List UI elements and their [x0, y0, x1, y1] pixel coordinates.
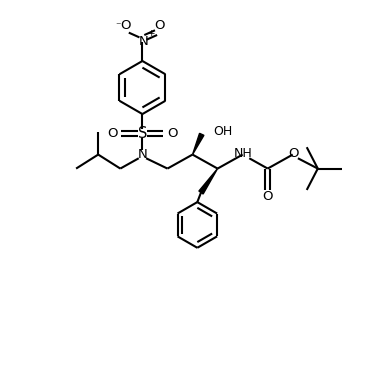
Polygon shape	[199, 169, 218, 194]
Text: O: O	[167, 127, 178, 140]
Text: S: S	[138, 126, 147, 141]
Text: O: O	[288, 147, 299, 160]
Text: O: O	[121, 19, 131, 33]
Text: +: +	[147, 29, 155, 38]
Text: NH: NH	[234, 147, 253, 160]
Polygon shape	[192, 133, 204, 154]
Text: O: O	[107, 127, 118, 140]
Text: OH: OH	[213, 125, 232, 138]
Text: N: N	[138, 148, 148, 161]
Text: N: N	[138, 35, 148, 47]
Text: ⁻: ⁻	[115, 21, 121, 31]
Text: O: O	[154, 19, 165, 33]
Text: O: O	[262, 190, 273, 203]
